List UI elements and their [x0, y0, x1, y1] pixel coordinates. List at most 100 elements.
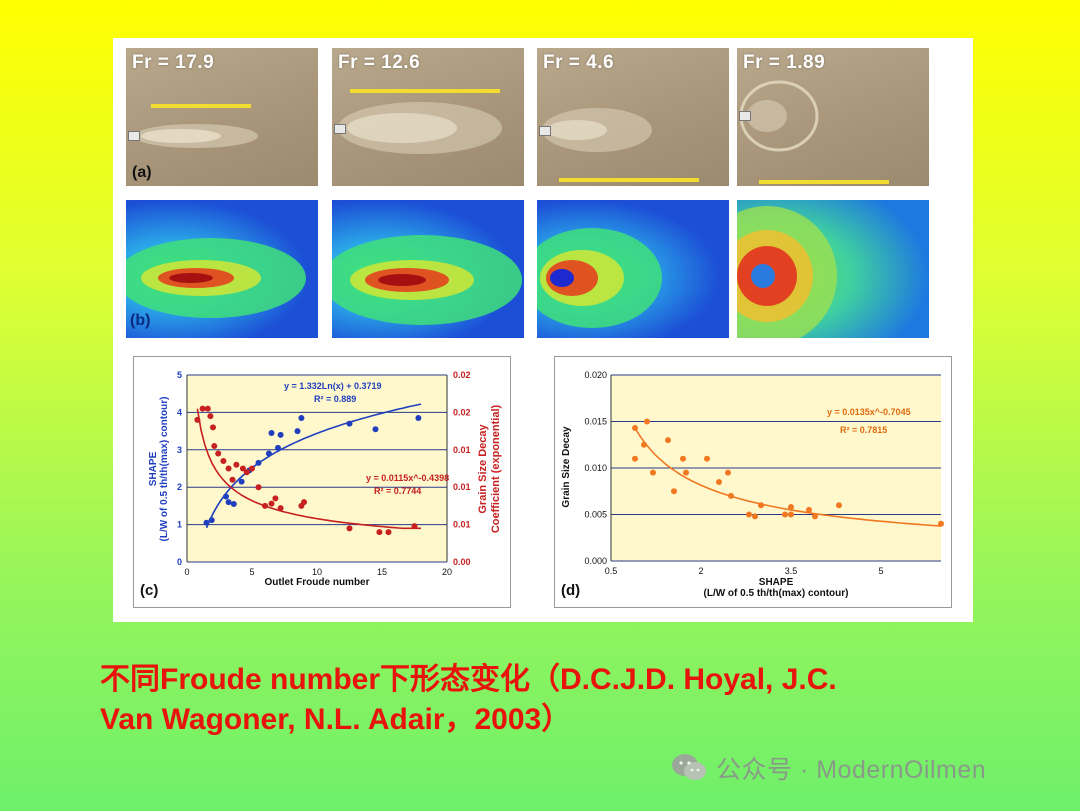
- data-point-blue: [238, 478, 245, 485]
- x-tick: 2: [698, 566, 703, 576]
- trend-line-blue: [205, 403, 422, 529]
- panel-tag-a: (a): [132, 164, 152, 181]
- data-point-blue: [203, 519, 210, 526]
- y-tick: 0.000: [584, 556, 607, 566]
- data-point-blue: [268, 429, 275, 436]
- data-point-blue: [294, 428, 301, 435]
- scale-bar: [151, 104, 251, 108]
- wechat-icon: [672, 754, 706, 780]
- y-tick-left: 1: [177, 520, 182, 530]
- deposit-map-1: (b): [126, 200, 318, 338]
- x-axis-label: Outlet Froude number: [265, 577, 370, 588]
- trend-line-orange: [634, 427, 942, 527]
- data-point-orange: [665, 437, 671, 444]
- watermark-text: 公众号 · ModernOilmen: [716, 756, 987, 784]
- deposit-map-2: [332, 200, 524, 338]
- data-point-red: [210, 424, 216, 431]
- scale-bar: [759, 180, 889, 184]
- y-tick-right: 0.00: [453, 557, 471, 567]
- data-point-red: [272, 495, 279, 502]
- y-tick: 0.005: [584, 510, 607, 520]
- data-point-red: [215, 450, 222, 457]
- data-point-orange: [836, 502, 842, 509]
- chart-c-svg: 0 1 2 3 4 5 0.00 0.01 0.01 0.01 0.02 0.02 0 5 10 15 20 y…: [140, 370, 502, 599]
- data-point-blue: [277, 431, 284, 438]
- data-point-blue: [346, 420, 353, 427]
- y-axis-label-right: Grain Size DecayCoefficient (exponential…: [477, 404, 502, 533]
- y-axis-label: Grain Size Decay: [561, 426, 572, 508]
- data-point-red: [233, 461, 240, 468]
- data-point-orange: [746, 511, 752, 518]
- panel-tag-c: (c): [140, 582, 158, 599]
- data-point-red: [239, 465, 246, 472]
- data-point-orange: [788, 511, 794, 518]
- data-point-orange: [758, 502, 764, 509]
- x-tick: 5: [878, 566, 883, 576]
- y-tick-left: 3: [177, 445, 182, 455]
- data-point-red: [220, 458, 227, 465]
- scale-bar: [350, 89, 500, 93]
- data-point-orange: [716, 478, 722, 485]
- data-point-blue: [298, 415, 305, 422]
- nozzle: [739, 111, 751, 121]
- flume-photo-4: Fr = 1.89: [737, 48, 929, 186]
- data-point-red: [204, 405, 211, 412]
- data-point-orange: [683, 469, 689, 476]
- data-point-red: [211, 443, 218, 450]
- figure-panel: Fr = 17.9 (a) Fr = 12.6 Fr = 4.6 Fr = 1.…: [113, 38, 973, 622]
- data-point-orange: [812, 513, 818, 520]
- nozzle: [334, 124, 346, 134]
- froude-label: Fr = 4.6: [543, 52, 615, 73]
- r2-label-red: R² = 0.7744: [374, 486, 421, 496]
- fit-label-blue: y = 1.332Ln(x) + 0.3719: [284, 381, 382, 391]
- panel-tag-d: (d): [561, 582, 580, 599]
- data-point-orange: [725, 469, 731, 476]
- data-point-orange: [752, 513, 758, 520]
- froude-label: Fr = 12.6: [338, 52, 421, 73]
- data-point-red: [255, 484, 262, 491]
- caption-line-1: 不同Froude number下形态变化（D.C.J.D. Hoyal, J.C…: [100, 663, 837, 696]
- flume-photo-3: Fr = 4.6: [537, 48, 729, 186]
- froude-label: Fr = 1.89: [743, 52, 826, 73]
- caption-line-2: Van Wagoner, N.L. Adair，2003）: [100, 703, 572, 736]
- data-point-orange: [650, 469, 656, 476]
- data-point-blue: [372, 426, 379, 433]
- data-point-red: [346, 525, 353, 532]
- panel-tag-b: (b): [130, 312, 151, 329]
- x-tick: 20: [442, 567, 452, 577]
- x-tick: 10: [312, 567, 322, 577]
- data-point-red: [229, 476, 236, 483]
- data-point-orange: [644, 418, 650, 425]
- y-tick-left: 4: [177, 407, 182, 417]
- data-point-orange: [788, 504, 794, 511]
- chart-c: 0 1 2 3 4 5 0.00 0.01 0.01 0.01 0.02 0.02 0 5 10 15 20 y…: [133, 356, 511, 608]
- jet-plume-sketch: [338, 102, 502, 154]
- deposit-map-sketch: [737, 206, 837, 338]
- data-point-orange: [704, 455, 710, 462]
- data-point-red: [199, 405, 206, 412]
- data-point-orange: [632, 455, 638, 462]
- data-point-blue: [265, 450, 272, 457]
- fit-label-red: y = 0.0115x^-0.4398: [366, 473, 449, 483]
- x-tick: 3.5: [785, 566, 798, 576]
- x-tick: 5: [249, 567, 254, 577]
- scale-bar: [559, 178, 699, 182]
- data-point-blue: [230, 501, 237, 508]
- flume-photo-2: Fr = 12.6: [332, 48, 524, 186]
- data-point-orange: [806, 506, 812, 513]
- x-tick: 15: [377, 567, 387, 577]
- y-tick-right: 0.01: [453, 445, 471, 455]
- data-point-orange: [632, 425, 638, 432]
- data-point-blue: [208, 517, 215, 524]
- r2-label-blue: R² = 0.889: [314, 394, 356, 404]
- caption: 不同Froude number下形态变化（D.C.J.D. Hoyal, J.C…: [100, 660, 1040, 740]
- data-point-red: [249, 465, 255, 472]
- froude-label: Fr = 17.9: [132, 52, 215, 73]
- trend-line-red: [196, 408, 421, 530]
- x-axis-label: SHAPE (L/W of 0.5 th/th(max) contour): [704, 577, 849, 599]
- y-tick-right: 0.01: [453, 520, 471, 530]
- data-point-blue: [223, 493, 229, 500]
- data-point-orange: [641, 441, 647, 448]
- data-point-red: [411, 523, 418, 530]
- jet-plume-sketch: [134, 124, 258, 148]
